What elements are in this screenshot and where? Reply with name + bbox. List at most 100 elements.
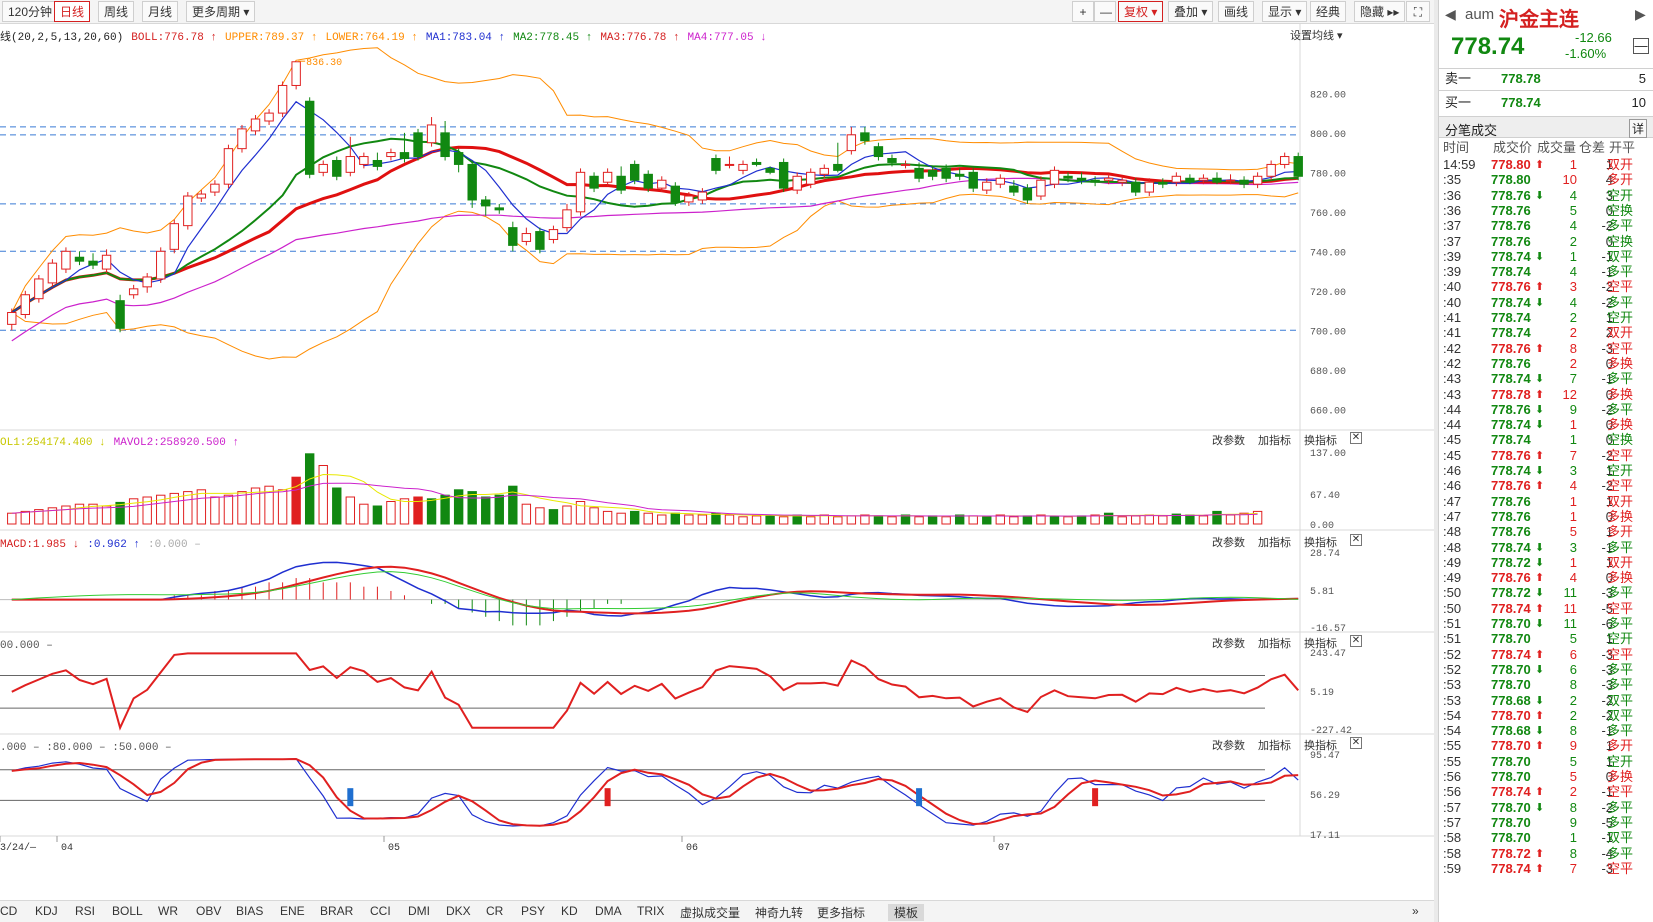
volume-bar xyxy=(413,496,423,525)
tick-volume: 1 xyxy=(1569,508,1577,524)
draw-line-button[interactable]: 画线 xyxy=(1218,1,1255,22)
indicator-tab-7[interactable]: ENE xyxy=(280,904,305,918)
tick-time: :57 xyxy=(1443,799,1462,815)
hide-panel-button[interactable]: 隐藏 ▸▸ xyxy=(1354,1,1406,22)
close-icon[interactable]: ✕ xyxy=(1350,432,1362,444)
tick-volume: 11 xyxy=(1563,600,1578,616)
candle-body xyxy=(128,288,139,296)
candle-body xyxy=(1185,177,1195,183)
indicator-tab-6[interactable]: BIAS xyxy=(236,904,264,918)
candle-body xyxy=(237,128,247,150)
indicator-tab-9[interactable]: CCI xyxy=(370,904,391,918)
tick-volume: 1 xyxy=(1569,157,1577,172)
indicator-tab-14[interactable]: KD xyxy=(561,904,578,918)
candle-body xyxy=(291,61,301,86)
next-contract-icon[interactable]: ▶ xyxy=(1635,6,1646,22)
tick-volume: 9 xyxy=(1569,401,1577,417)
tick-row: :50 778.72 ⬇ 11 -3 多平 xyxy=(1439,585,1653,601)
tick-open-close: 空平 xyxy=(1607,447,1634,463)
tick-oi-diff: 1 xyxy=(1605,157,1613,172)
indicator-tab-10[interactable]: DMI xyxy=(408,904,430,918)
tick-price: 778.70 xyxy=(1491,631,1531,647)
overlay-dropdown[interactable]: 叠加 ▾ xyxy=(1168,1,1214,22)
kdj-k-line xyxy=(11,758,1299,827)
indicator-tab-0[interactable]: CD xyxy=(0,904,18,918)
adjust-rights-dropdown[interactable]: 复权 ▾ xyxy=(1118,1,1164,22)
tick-price: 778.76 xyxy=(1491,279,1531,295)
cci-header-item: 00.000 – xyxy=(0,640,53,652)
prev-contract-icon[interactable]: ◀ xyxy=(1445,6,1456,22)
indicator-tab-11[interactable]: DKX xyxy=(446,904,471,918)
classic-button[interactable]: 经典 xyxy=(1310,1,1347,22)
indicator-tab-4[interactable]: WR xyxy=(158,904,178,918)
tick-time: :58 xyxy=(1443,845,1462,861)
tick-oi-diff: -2 xyxy=(1601,692,1613,708)
indicator-tab-2[interactable]: RSI xyxy=(75,904,96,918)
switch-indicator-button[interactable]: 换指标 xyxy=(1304,537,1337,549)
tick-oi-diff: -3 xyxy=(1601,340,1613,356)
edit-params-button[interactable]: 改参数 xyxy=(1212,638,1245,650)
switch-indicator-button[interactable]: 换指标 xyxy=(1304,638,1337,650)
candle-body xyxy=(1225,179,1236,182)
volume-bar xyxy=(277,489,288,525)
candle-body xyxy=(386,152,396,158)
period-monthly-tab[interactable]: 月线 xyxy=(142,1,179,22)
fullscreen-icon[interactable]: ⛶ xyxy=(1406,1,1430,22)
indicator-tab-20[interactable]: 模板 xyxy=(888,904,925,921)
more-periods-dropdown[interactable]: 更多周期 ▾ xyxy=(186,1,256,22)
panel-splitter[interactable] xyxy=(1434,0,1438,922)
contract-code: aum xyxy=(1465,6,1495,23)
volume-bar xyxy=(670,512,681,525)
candle-body xyxy=(657,179,667,189)
add-indicator-button[interactable]: 加指标 xyxy=(1258,435,1291,447)
indicator-tab-13[interactable]: PSY xyxy=(521,904,546,918)
indicator-tab-16[interactable]: TRIX xyxy=(637,904,665,918)
kdj-signal-marker xyxy=(604,788,611,807)
close-icon[interactable]: ✕ xyxy=(1350,534,1362,546)
indicator-tab-19[interactable]: 更多指标 xyxy=(817,906,866,920)
close-icon[interactable]: ✕ xyxy=(1350,737,1362,749)
up-arrow-icon: ⬆ xyxy=(1535,388,1545,401)
ma1-line xyxy=(11,100,1299,314)
volume-bar xyxy=(846,515,857,525)
collapse-icon[interactable]: — xyxy=(1633,38,1649,54)
volume-bar xyxy=(927,515,938,525)
add-indicator-button[interactable]: 加指标 xyxy=(1258,740,1291,752)
zoom-in-button[interactable]: + xyxy=(1072,1,1094,22)
display-dropdown[interactable]: 显示 ▾ xyxy=(1262,1,1308,22)
indicator-tab-3[interactable]: BOLL xyxy=(112,904,143,918)
period-weekly-tab[interactable]: 周线 xyxy=(98,1,135,22)
tick-row: :45 778.76 ⬆ 7 -2 空平 xyxy=(1439,448,1653,464)
indicator-tab-1[interactable]: KDJ xyxy=(35,904,58,918)
ticks-list[interactable]: 14:59 778.80 ⬆ 1 1 双开:35 778.80 10 4 多开:36 778.76 ⬇… xyxy=(1439,157,1653,922)
candle-body xyxy=(697,191,708,201)
zoom-out-button[interactable]: — xyxy=(1094,1,1116,22)
edit-params-button[interactable]: 改参数 xyxy=(1212,740,1245,752)
period-daily-tab[interactable]: 日线 xyxy=(54,1,91,22)
add-indicator-button[interactable]: 加指标 xyxy=(1258,638,1291,650)
ma-settings-dropdown[interactable]: 设置均线 ▾ xyxy=(1290,30,1343,42)
edit-params-button[interactable]: 改参数 xyxy=(1212,435,1245,447)
tick-oi-diff: 1 xyxy=(1605,738,1613,754)
indicator-tab-8[interactable]: BRAR xyxy=(320,904,354,918)
volume-bar xyxy=(724,514,735,525)
switch-indicator-button[interactable]: 换指标 xyxy=(1304,740,1337,752)
indicator-tab-5[interactable]: OBV xyxy=(196,904,222,918)
ticks-detail-button[interactable]: 详 xyxy=(1629,119,1648,138)
close-icon[interactable]: ✕ xyxy=(1350,635,1362,647)
volume-bar xyxy=(332,487,342,525)
switch-indicator-button[interactable]: 换指标 xyxy=(1304,435,1337,447)
indicator-tab-17[interactable]: 虚拟成交量 xyxy=(680,906,741,920)
price-change-pct: -1.60% xyxy=(1565,46,1607,61)
edit-params-button[interactable]: 改参数 xyxy=(1212,537,1245,549)
chart-canvas[interactable]: 820.00 800.00 780.00 760.00 740.00 720.00 700.… xyxy=(0,24,1434,900)
indicator-tab-12[interactable]: CR xyxy=(486,904,504,918)
period-120min-tab[interactable]: 120分钟 xyxy=(2,1,59,22)
volume-bar xyxy=(183,491,193,525)
up-arrow-icon: ⬆ xyxy=(1535,648,1545,661)
indicator-tab-18[interactable]: 神奇九转 xyxy=(755,906,804,920)
more-tabs-icon[interactable]: » xyxy=(1412,904,1419,918)
add-indicator-button[interactable]: 加指标 xyxy=(1258,537,1291,549)
indicator-tab-15[interactable]: DMA xyxy=(595,904,622,918)
candle-body xyxy=(602,171,613,183)
